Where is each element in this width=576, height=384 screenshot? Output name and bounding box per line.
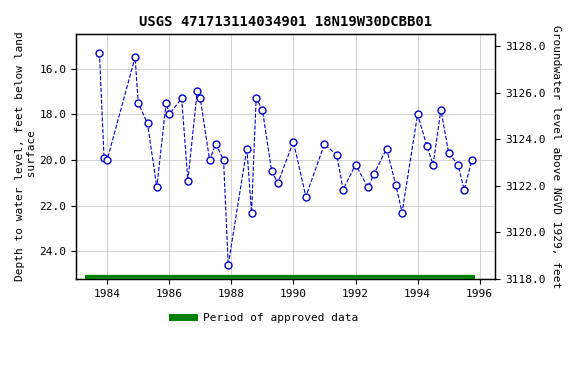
Legend: Period of approved data: Period of approved data — [167, 308, 362, 327]
Y-axis label: Depth to water level, feet below land
 surface: Depth to water level, feet below land su… — [15, 32, 37, 281]
Y-axis label: Groundwater level above NGVD 1929, feet: Groundwater level above NGVD 1929, feet — [551, 25, 561, 288]
Title: USGS 471713114034901 18N19W30DCBB01: USGS 471713114034901 18N19W30DCBB01 — [139, 15, 432, 29]
